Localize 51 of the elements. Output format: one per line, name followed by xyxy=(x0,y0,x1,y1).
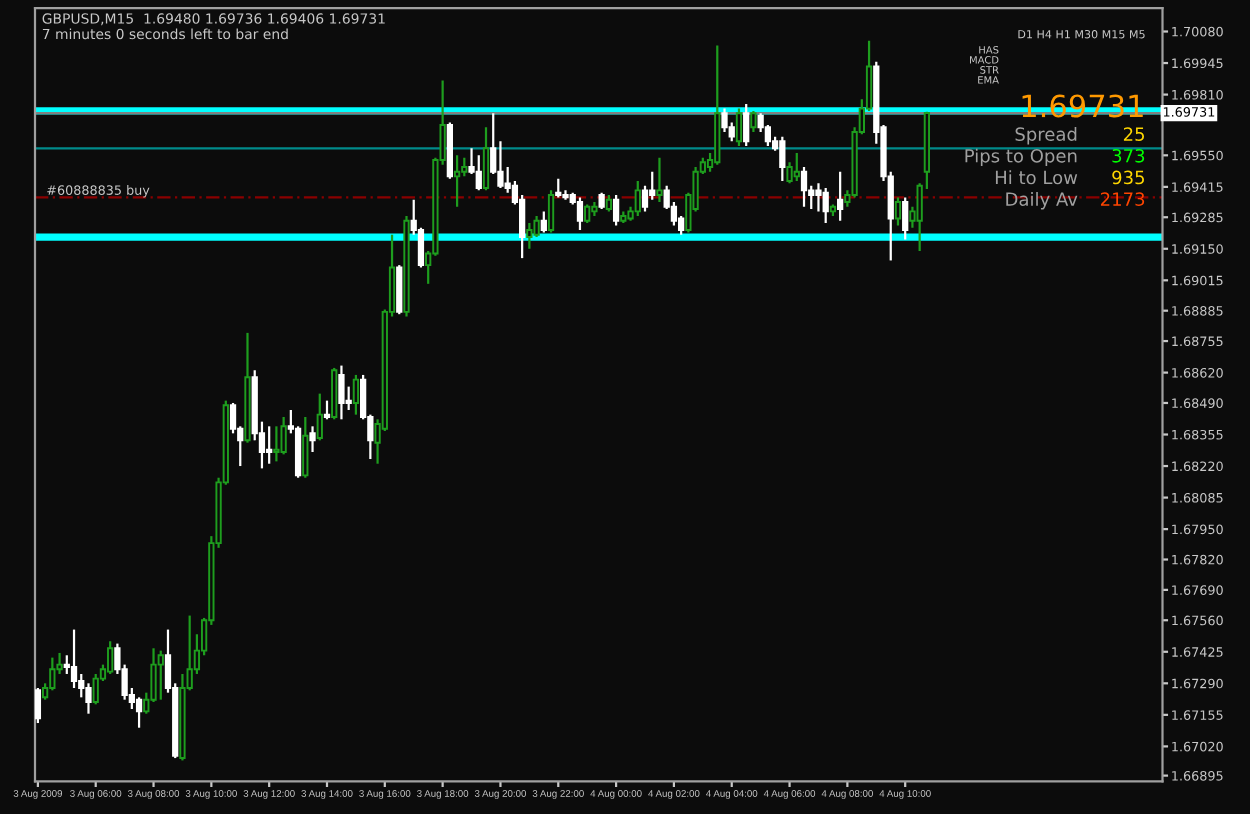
candlestick xyxy=(396,264,403,316)
candlestick xyxy=(612,193,620,227)
candlestick xyxy=(750,109,757,134)
annotation: Hi to Low xyxy=(995,170,1078,185)
candlestick xyxy=(555,177,562,199)
annotation: 373 xyxy=(1112,148,1145,163)
candlestick xyxy=(786,161,793,185)
candlestick xyxy=(482,126,490,192)
candlestick xyxy=(894,196,902,227)
candlestick xyxy=(85,682,92,715)
annotation: Pips to Open xyxy=(965,148,1077,167)
candlestick xyxy=(576,196,584,232)
candlestick xyxy=(735,107,743,148)
annotation: 935 xyxy=(1112,170,1145,185)
candlestick xyxy=(656,156,663,204)
candlestick xyxy=(584,203,591,225)
candlestick xyxy=(266,425,273,465)
candlestick xyxy=(779,135,786,183)
annotation: Spread xyxy=(1015,127,1077,145)
candlestick xyxy=(70,628,78,690)
candlestick xyxy=(352,373,360,416)
candlestick xyxy=(157,649,164,701)
candlestick xyxy=(453,154,461,208)
candlestick xyxy=(302,415,309,479)
candlestick xyxy=(338,364,345,421)
candlestick xyxy=(323,399,331,421)
candlestick xyxy=(331,366,338,421)
candlestick xyxy=(107,640,114,676)
candlestick xyxy=(35,686,42,725)
candlestick xyxy=(49,656,56,692)
candlestick xyxy=(822,186,829,225)
candlestick xyxy=(649,170,656,201)
candlestick xyxy=(135,696,143,729)
candlestick xyxy=(540,210,547,234)
candlestick xyxy=(743,102,750,148)
annotation: 25 xyxy=(1123,127,1145,141)
annotation: 2173 xyxy=(1100,192,1145,206)
candlestick xyxy=(793,151,800,183)
candlestick xyxy=(92,672,99,706)
candlestick xyxy=(526,221,533,250)
candlestick xyxy=(902,196,909,241)
candlestick xyxy=(273,425,280,463)
candlestick xyxy=(547,189,555,234)
candlestick xyxy=(800,165,808,208)
candlestick xyxy=(837,170,844,222)
candlestick xyxy=(721,107,728,134)
candlestick xyxy=(316,392,323,442)
candlestick xyxy=(634,179,641,218)
candlestick xyxy=(475,154,482,192)
candlestick xyxy=(309,425,316,454)
candlestick xyxy=(280,415,287,456)
